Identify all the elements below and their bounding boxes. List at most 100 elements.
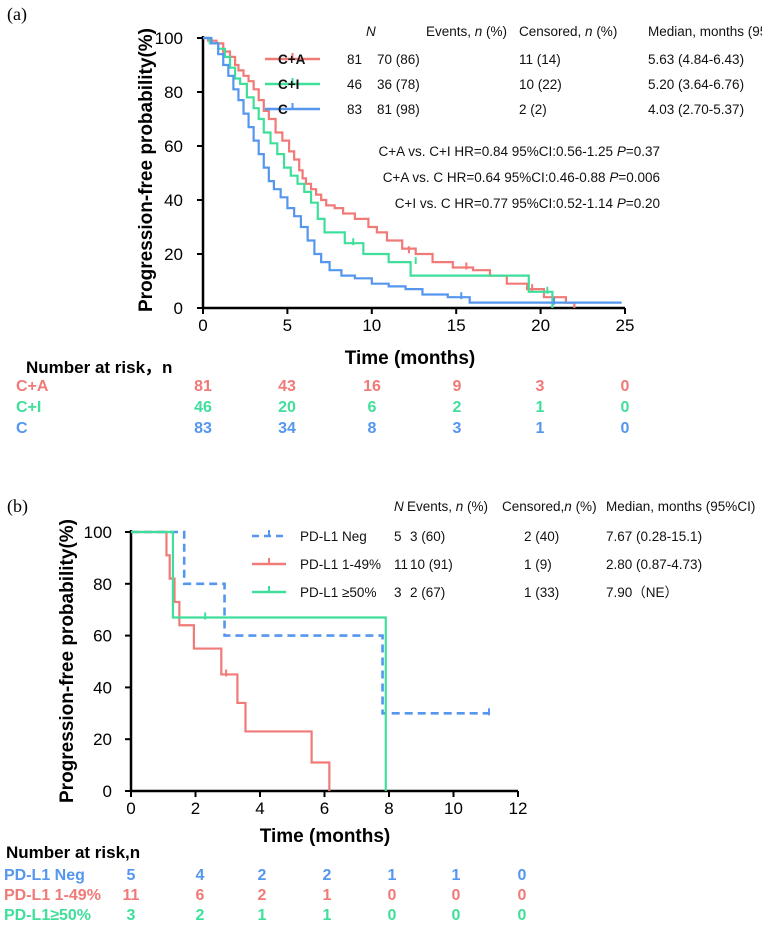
risk-count: 6 — [196, 887, 205, 904]
y-axis-title: Progression-free probability(%) — [57, 519, 78, 803]
y-axis-title: Progression-free probability(%) — [136, 28, 157, 312]
risk-count: 0 — [452, 907, 461, 924]
legend-label: C+I — [278, 77, 299, 92]
legend-value: 10 (22) — [519, 77, 562, 92]
y-tick-label: 100 — [84, 523, 112, 542]
risk-count: 0 — [452, 887, 461, 904]
risk-count: 1 — [258, 907, 267, 924]
x-tick-label: 4 — [255, 799, 264, 818]
table-header-cell: Median, months (95%CI) — [648, 24, 762, 39]
y-tick-label: 40 — [93, 678, 112, 697]
y-tick-label: 20 — [164, 245, 183, 264]
risk-count: 9 — [453, 378, 462, 395]
x-tick-label: 2 — [191, 799, 200, 818]
x-tick-label: 10 — [444, 799, 463, 818]
risk-count: 0 — [621, 399, 630, 416]
legend-value: 2 (40) — [524, 529, 559, 544]
x-tick-label: 8 — [384, 799, 393, 818]
km-curve-3 — [131, 530, 387, 791]
legend-label: C+A — [278, 52, 306, 67]
km-curve-2 — [203, 36, 554, 308]
risk-count: 20 — [278, 399, 296, 416]
y-tick-label: 60 — [164, 137, 183, 156]
y-tick-label: 100 — [155, 29, 183, 48]
table-header-cell: Median, months (95%CI) — [606, 499, 755, 514]
risk-count: 0 — [388, 907, 397, 924]
y-tick-label: 80 — [93, 575, 112, 594]
risk-count: 0 — [621, 420, 630, 437]
panel-label: (a) — [7, 4, 27, 25]
legend-value: 1 (9) — [524, 557, 552, 572]
risk-count: 5 — [127, 867, 136, 884]
risk-row-label: PD-L1 1-49% — [4, 887, 101, 904]
legend-label: PD-L1 Neg — [300, 529, 367, 544]
y-tick-label: 20 — [93, 730, 112, 749]
risk-count: 2 — [258, 867, 267, 884]
legend-value: 46 — [347, 77, 362, 92]
risk-count: 0 — [518, 907, 527, 924]
risk-row-label: C — [16, 420, 28, 437]
x-tick-label: 15 — [447, 316, 466, 335]
risk-count: 16 — [363, 378, 381, 395]
risk-count: 8 — [368, 420, 377, 437]
legend-value: 7.90（NE） — [606, 585, 678, 600]
km-curve-1 — [131, 530, 489, 715]
legend-value: 5 — [394, 529, 402, 544]
y-tick-label: 0 — [174, 299, 183, 318]
risk-count: 2 — [258, 887, 267, 904]
x-tick-label: 0 — [126, 799, 135, 818]
risk-count: 11 — [123, 887, 140, 904]
legend-value: 11 — [394, 557, 408, 572]
risk-row-label: PD-L1≥50% — [4, 907, 91, 924]
km-curve-3 — [203, 36, 622, 304]
risk-count: 2 — [323, 867, 332, 884]
risk-count: 0 — [621, 378, 630, 395]
x-tick-label: 25 — [616, 316, 635, 335]
risk-count: 2 — [196, 907, 205, 924]
risk-count: 0 — [388, 887, 397, 904]
legend-value: 10 (91) — [410, 557, 453, 572]
risk-count: 3 — [127, 907, 136, 924]
legend-value: 2 (2) — [519, 102, 547, 117]
legend-label: PD-L1 1-49% — [300, 557, 381, 572]
risk-count: 83 — [194, 420, 212, 437]
legend-value: 3 — [394, 585, 402, 600]
x-tick-label: 6 — [320, 799, 329, 818]
risk-count: 3 — [453, 420, 462, 437]
legend-value: 2 (67) — [410, 585, 445, 600]
risk-count: 1 — [536, 420, 545, 437]
legend-value: 5.63 (4.84-6.43) — [648, 52, 744, 67]
legend-value: 3 (60) — [410, 529, 445, 544]
risk-count: 1 — [323, 907, 332, 924]
risk-count: 3 — [536, 378, 545, 395]
x-axis-title: Time (months) — [345, 348, 476, 369]
risk-count: 0 — [518, 867, 527, 884]
legend-value: 83 — [347, 102, 362, 117]
risk-row-label: C+A — [16, 378, 49, 395]
table-header-cell: N — [394, 499, 404, 514]
y-tick-label: 0 — [103, 782, 112, 801]
table-header-cell: Events, n (%) — [407, 499, 488, 514]
table-header-cell: Censored,n (%) — [502, 499, 597, 514]
risk-count: 43 — [278, 378, 296, 395]
hr-statistic: C+A vs. C HR=0.64 95%CI:0.46-0.88 P=0.00… — [383, 170, 660, 185]
risk-count: 1 — [452, 867, 461, 884]
legend-value: 81 — [347, 52, 362, 67]
legend-value: 11 (14) — [519, 52, 561, 67]
risk-count: 2 — [453, 399, 462, 416]
panel-label: (b) — [7, 496, 28, 517]
risk-count: 0 — [518, 887, 527, 904]
km-curve-2 — [131, 530, 331, 791]
table-header-cell: Events, n (%) — [426, 24, 507, 39]
risk-row-label: C+I — [16, 399, 41, 416]
x-tick-label: 12 — [509, 799, 528, 818]
legend-value: 81 (98) — [377, 102, 420, 117]
legend-label: C — [278, 102, 288, 117]
hr-statistic: C+I vs. C HR=0.77 95%CI:0.52-1.14 P=0.20 — [395, 196, 660, 211]
table-header-cell: N — [366, 24, 376, 39]
risk-count: 46 — [194, 399, 212, 416]
legend-value: 5.20 (3.64-6.76) — [648, 77, 744, 92]
